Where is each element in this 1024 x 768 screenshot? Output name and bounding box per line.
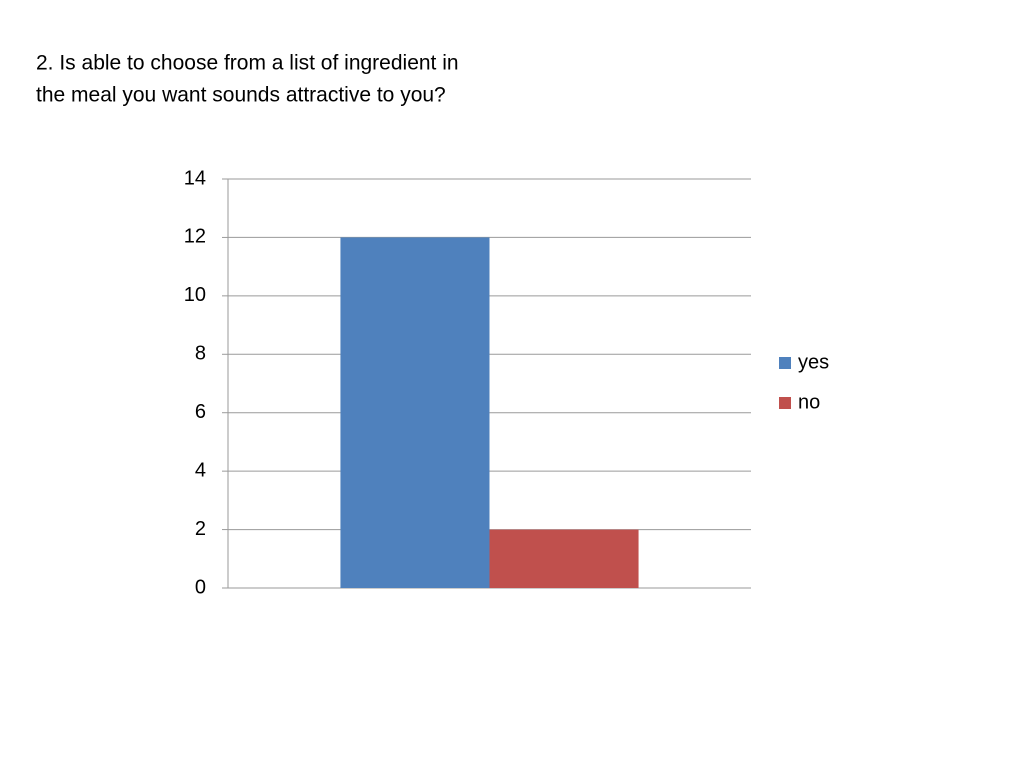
y-tick-label: 6 [195, 401, 206, 423]
y-tick-label: 2 [195, 518, 206, 540]
legend-label: no [798, 391, 820, 413]
y-tick-label: 8 [195, 343, 206, 365]
y-tick-label: 12 [184, 226, 206, 248]
y-tick-label: 10 [184, 284, 206, 306]
legend-swatch [779, 357, 791, 369]
y-tick-label: 14 [184, 167, 206, 189]
legend-swatch [779, 397, 791, 409]
y-tick-label: 0 [195, 576, 206, 598]
legend-label: yes [798, 351, 829, 373]
chart-title: the meal you want sounds attractive to y… [36, 84, 446, 107]
bar [489, 529, 639, 588]
bar [340, 237, 490, 588]
chart-title: 2. Is able to choose from a list of ingr… [36, 52, 459, 75]
y-tick-label: 4 [195, 459, 206, 481]
